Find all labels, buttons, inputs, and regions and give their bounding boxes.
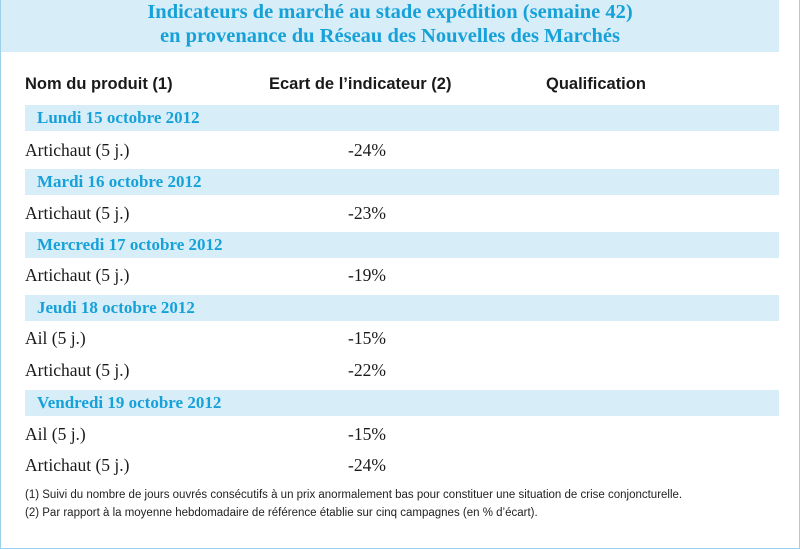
ecart-value: -24% bbox=[348, 140, 386, 160]
table-row: Artichaut (5 j.) -24% bbox=[25, 450, 779, 480]
table-row: Artichaut (5 j.) -22% bbox=[25, 355, 779, 385]
page-title: Indicateurs de marché au stade expéditio… bbox=[1, 0, 779, 48]
ecart-value: -24% bbox=[348, 455, 386, 475]
product-name: Ail (5 j.) bbox=[25, 424, 86, 444]
date-label: Vendredi 19 octobre 2012 bbox=[37, 393, 222, 412]
column-header-product: Nom du produit (1) bbox=[25, 75, 173, 93]
product-name: Ail (5 j.) bbox=[25, 328, 86, 348]
title-line-2: en provenance du Réseau des Nouvelles de… bbox=[160, 25, 620, 47]
column-header-ecart: Ecart de l’indicateur (2) bbox=[269, 75, 452, 93]
ecart-value: -22% bbox=[348, 360, 386, 380]
footnote-2: (2) Par rapport à la moyenne hebdomadair… bbox=[25, 507, 538, 519]
table-row: Artichaut (5 j.) -19% bbox=[25, 260, 779, 290]
product-name: Artichaut (5 j.) bbox=[25, 140, 130, 160]
product-name: Artichaut (5 j.) bbox=[25, 265, 130, 285]
ecart-value: -15% bbox=[348, 424, 386, 444]
date-label: Mercredi 17 octobre 2012 bbox=[37, 235, 223, 254]
footnotes: (1) Suivi du nombre de jours ouvrés cons… bbox=[25, 488, 775, 524]
date-band-day-4: Jeudi 18 octobre 2012 bbox=[25, 295, 779, 321]
date-band-day-1: Lundi 15 octobre 2012 bbox=[25, 105, 779, 131]
table-row: Artichaut (5 j.) -24% bbox=[25, 135, 779, 165]
footnote-1: (1) Suivi du nombre de jours ouvrés cons… bbox=[25, 489, 683, 501]
table-row: Ail (5 j.) -15% bbox=[25, 419, 779, 449]
table-row: Ail (5 j.) -15% bbox=[25, 323, 779, 353]
date-band-day-5: Vendredi 19 octobre 2012 bbox=[25, 390, 779, 416]
product-name: Artichaut (5 j.) bbox=[25, 203, 130, 223]
table-row: Artichaut (5 j.) -23% bbox=[25, 198, 779, 228]
ecart-value: -19% bbox=[348, 265, 386, 285]
date-band-day-3: Mercredi 17 octobre 2012 bbox=[25, 232, 779, 258]
date-label: Jeudi 18 octobre 2012 bbox=[37, 298, 195, 317]
title-band bbox=[1, 0, 779, 52]
title-line-1: Indicateurs de marché au stade expéditio… bbox=[147, 1, 633, 23]
ecart-value: -15% bbox=[348, 328, 386, 348]
date-band-day-2: Mardi 16 octobre 2012 bbox=[25, 169, 779, 195]
date-label: Mardi 16 octobre 2012 bbox=[37, 172, 202, 191]
column-header-qualification: Qualification bbox=[546, 75, 646, 93]
ecart-value: -23% bbox=[348, 203, 386, 223]
product-name: Artichaut (5 j.) bbox=[25, 360, 130, 380]
product-name: Artichaut (5 j.) bbox=[25, 455, 130, 475]
date-label: Lundi 15 octobre 2012 bbox=[37, 108, 200, 127]
